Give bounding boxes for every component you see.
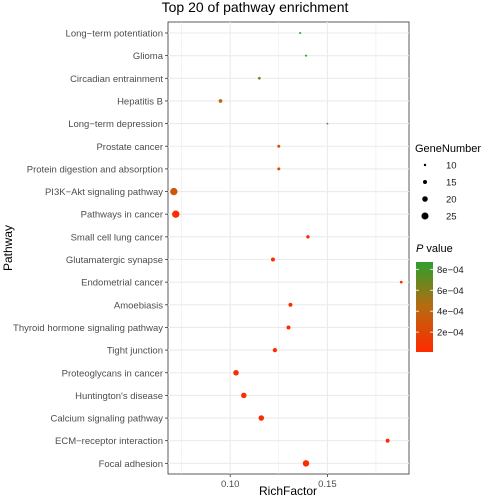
size-legend-label: 10	[446, 161, 457, 172]
y-tick-label: Huntington's disease	[75, 391, 163, 402]
y-tick-label: Circadian entrainment	[70, 74, 163, 85]
data-point	[326, 122, 329, 125]
y-tick-label: Long−term depression	[68, 119, 163, 130]
y-tick-label: Thyroid hormone signaling pathway	[13, 323, 163, 334]
color-legend-title: P value	[416, 243, 453, 255]
color-legend-label: 2e−04	[437, 328, 464, 339]
x-axis-label: RichFactor	[259, 484, 317, 498]
data-points	[170, 31, 403, 467]
y-tick-label: Protein digestion and absorption	[27, 164, 163, 175]
y-tick-label: Amoebiasis	[114, 300, 163, 311]
y-tick-label: ECM−receptor interaction	[55, 436, 163, 447]
data-point	[172, 210, 180, 218]
y-tick-label: Glioma	[133, 51, 164, 62]
size-legend-key	[423, 163, 427, 167]
y-tick-label: Tight junction	[107, 346, 163, 357]
x-tick-label: 0.15	[318, 479, 337, 490]
color-legend-title-rest: value	[423, 243, 452, 255]
x-axis: 0.10 0.15	[221, 474, 337, 490]
data-point	[170, 187, 178, 196]
color-legend-label: 8e−04	[437, 265, 464, 276]
data-point	[218, 99, 223, 103]
y-tick-label: Hepatitis B	[117, 96, 163, 107]
y-tick-label: Focal adhesion	[99, 459, 163, 470]
data-point	[399, 280, 403, 284]
y-tick-label: Endometrial cancer	[81, 278, 163, 289]
data-point	[304, 54, 308, 57]
size-legend-key	[423, 180, 427, 184]
size-legend-label: 15	[446, 178, 457, 189]
color-legend-bar	[416, 262, 433, 352]
y-tick-label: Proteoglycans in cancer	[62, 368, 163, 379]
data-point	[258, 415, 265, 421]
size-legend-key	[421, 212, 429, 220]
y-axis: Long−term potentiation Glioma Circadian en…	[13, 29, 168, 470]
data-point	[306, 235, 310, 239]
data-point	[277, 167, 281, 171]
size-legend-label: 20	[446, 195, 457, 206]
color-legend-label: 4e−04	[437, 307, 464, 318]
data-point	[286, 325, 291, 330]
y-tick-label: Calcium signaling pathway	[51, 414, 164, 425]
y-axis-label: Pathway	[1, 225, 15, 271]
plot-panel	[167, 21, 410, 475]
data-point	[233, 369, 239, 376]
chart-title: Top 20 of pathway enrichment	[162, 0, 349, 15]
data-point	[288, 302, 293, 307]
size-legend-label: 25	[446, 212, 457, 223]
data-point	[272, 347, 278, 353]
y-tick-label: Long−term potentiation	[66, 29, 163, 40]
data-point	[257, 76, 261, 80]
data-point	[302, 460, 310, 467]
plot-background	[167, 21, 410, 475]
y-tick-label: Glutamatergic synapse	[66, 255, 163, 266]
size-legend-title: GeneNumber	[415, 143, 481, 155]
size-legend-key	[422, 196, 428, 202]
y-tick-label: Small cell lung cancer	[71, 232, 163, 243]
color-legend-label: 6e−04	[437, 286, 464, 297]
x-tick-label: 0.10	[221, 479, 240, 490]
data-point	[241, 392, 247, 399]
data-point	[270, 257, 275, 262]
y-tick-label: PI3K−Akt signaling pathway	[45, 187, 163, 198]
color-legend: P value 8e−04 6e−04 4e−04 2e−04	[416, 243, 464, 352]
y-tick-label: Pathways in cancer	[81, 210, 163, 221]
data-point	[277, 144, 281, 148]
size-legend: GeneNumber 10 15 20 25	[415, 143, 481, 223]
color-legend-title-p: P	[416, 243, 424, 255]
data-point	[299, 31, 302, 35]
data-point	[385, 438, 390, 443]
y-tick-label: Prostate cancer	[96, 142, 163, 153]
